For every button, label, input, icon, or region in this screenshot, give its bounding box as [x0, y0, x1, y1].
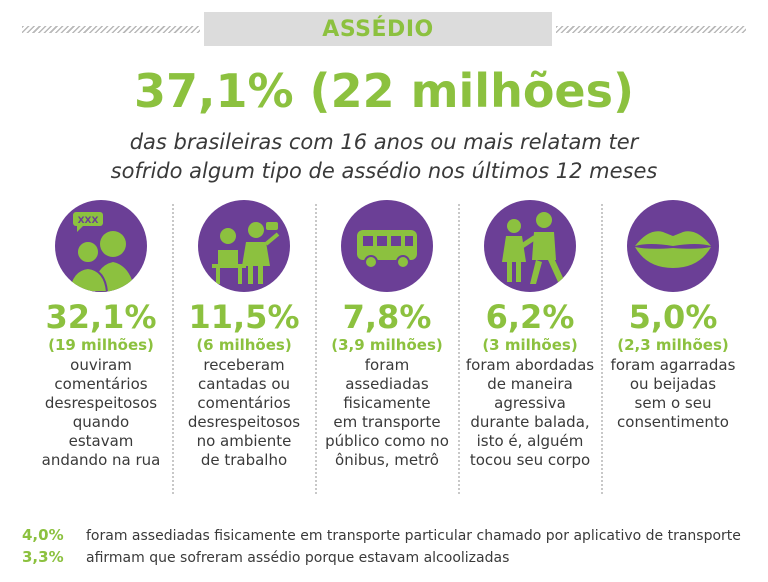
footnote-text: afirmam que sofreram assédio porque esta… [86, 550, 510, 566]
stat-column: XXX 32,1% (19 milhões) ouviram comentári… [30, 200, 172, 500]
subline: das brasileiras com 16 anos ou mais rela… [0, 128, 768, 186]
stat-line: consentimento [617, 413, 729, 431]
header-hatch-right [556, 26, 746, 33]
stat-line: foram abordadas [465, 356, 595, 374]
workplace-icon [198, 200, 290, 292]
stat-line: ouviram [70, 356, 132, 374]
stat-millions: (6 milhões) [196, 336, 292, 354]
stat-millions: (19 milhões) [48, 336, 154, 354]
stat-millions: (3 milhões) [482, 336, 578, 354]
stat-line: durante balada, [470, 413, 590, 431]
stat-line: no ambiente [196, 432, 292, 450]
street-comments-icon: XXX [55, 200, 147, 292]
stat-millions: (3,9 milhões) [331, 336, 443, 354]
footnote: 4,0% foram assediadas fisicamente em tran… [22, 526, 741, 545]
stat-line: sem o seu [634, 394, 712, 412]
column-divider [601, 204, 603, 494]
stat-line: andando na rua [41, 451, 161, 469]
stat-percent: 5,0% [628, 298, 718, 336]
stat-description: foram assediadas fisicamente em transpor… [316, 356, 458, 470]
stat-line: de maneira [487, 375, 573, 393]
bubble-text: XXX [78, 216, 99, 226]
stat-line: comentários [197, 394, 291, 412]
column-divider [172, 204, 174, 494]
stat-percent: 7,8% [342, 298, 432, 336]
stats-columns: XXX 32,1% (19 milhões) ouviram comentári… [30, 200, 742, 510]
stat-column: 7,8% (3,9 milhões) foram assediadas fisi… [316, 200, 458, 500]
stat-line: público como no [325, 432, 449, 450]
stat-column: 11,5% (6 milhões) receberam cantadas ou … [173, 200, 315, 500]
stat-percent: 32,1% [45, 298, 157, 336]
stat-line: cantadas ou [198, 375, 290, 393]
aggressive-approach-icon [484, 200, 576, 292]
stat-line: estavam [68, 432, 134, 450]
stat-line: agressiva [494, 394, 566, 412]
stat-line: desrespeitosos [44, 394, 158, 412]
lips-icon [627, 200, 719, 292]
stat-percent: 11,5% [188, 298, 300, 336]
stat-line: quando [72, 413, 130, 431]
footnote: 3,3% afirmam que sofreram assédio porque … [22, 548, 509, 567]
stat-line: isto é, alguém [476, 432, 584, 450]
stat-line: foram [364, 356, 410, 374]
stat-line: assediadas [345, 375, 429, 393]
stat-line: tocou seu corpo [469, 451, 591, 469]
section-title: ASSÉDIO [322, 16, 434, 42]
stat-line: de trabalho [200, 451, 288, 469]
stat-column: 6,2% (3 milhões) foram abordadas de mane… [459, 200, 601, 500]
stat-description: receberam cantadas ou comentários desres… [173, 356, 315, 470]
stat-description: foram abordadas de maneira agressiva dur… [459, 356, 601, 470]
stat-description: foram agarradas ou beijadas sem o seu co… [602, 356, 744, 432]
stat-description: ouviram comentários desrespeitosos quand… [30, 356, 172, 470]
stat-line: receberam [203, 356, 285, 374]
stat-line: foram agarradas [610, 356, 736, 374]
stat-line: desrespeitosos [187, 413, 301, 431]
footnote-percent: 3,3% [22, 548, 64, 566]
header-hatch-left [22, 26, 200, 33]
subline-line: das brasileiras com 16 anos ou mais rela… [129, 130, 639, 154]
stat-line: fisicamente [343, 394, 431, 412]
section-title-box: ASSÉDIO [204, 12, 552, 46]
stat-percent: 6,2% [485, 298, 575, 336]
headline: 37,1% (22 milhões) [133, 64, 635, 118]
footnote-percent: 4,0% [22, 526, 64, 544]
stat-line: comentários [54, 375, 148, 393]
stat-line: em transporte [333, 413, 441, 431]
subline-line: sofrido algum tipo de assédio nos último… [110, 159, 658, 183]
column-divider [458, 204, 460, 494]
footnote-text: foram assediadas fisicamente em transpor… [86, 528, 741, 544]
bus-icon [341, 200, 433, 292]
stat-line: ônibus, metrô [335, 451, 439, 469]
stat-column: 5,0% (2,3 milhões) foram agarradas ou be… [602, 200, 744, 500]
stat-line: ou beijadas [629, 375, 717, 393]
column-divider [315, 204, 317, 494]
stat-millions: (2,3 milhões) [617, 336, 729, 354]
